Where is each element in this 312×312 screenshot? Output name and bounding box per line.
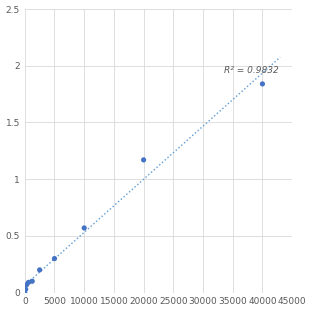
Point <box>26 280 31 285</box>
Text: R² = 0.9832: R² = 0.9832 <box>224 66 279 75</box>
Point <box>24 282 29 287</box>
Point <box>141 157 146 162</box>
Point <box>37 267 42 272</box>
Point <box>82 226 87 231</box>
Point <box>23 287 28 292</box>
Point <box>260 81 265 86</box>
Point <box>52 256 57 261</box>
Point <box>30 279 35 284</box>
Point <box>22 290 27 295</box>
